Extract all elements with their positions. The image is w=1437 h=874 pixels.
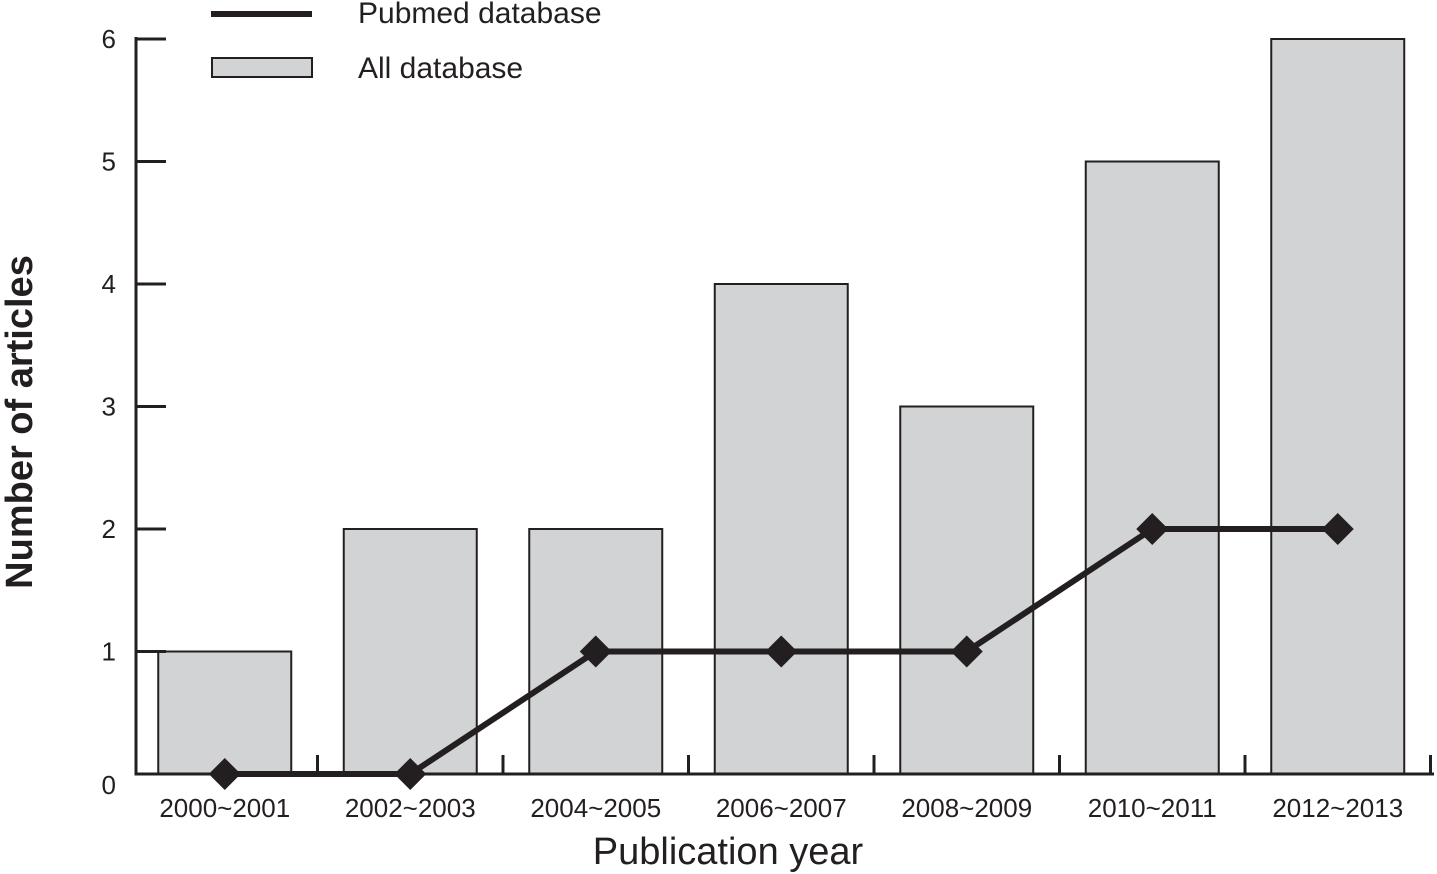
x-tick-label-2004~2005: 2004~2005 (530, 793, 661, 823)
x-ticks: 2000~2001 2002~2003 2004~2005 2006~2007 2008… (159, 755, 1432, 823)
bar-2010~2011 (1084, 160, 1220, 775)
pubmed-point-2012~2013 (1321, 513, 1354, 545)
y-tick-label-0: 0 (102, 770, 116, 800)
legend-swatch-all (211, 57, 313, 78)
x-tick-label-2002~2003: 2002~2003 (345, 793, 476, 823)
y-ticks: 0 1 2 3 4 5 6 (102, 24, 166, 800)
pubmed-point-2006~2007 (765, 635, 798, 668)
pubmed-point-2010~2011 (1136, 513, 1169, 545)
x-tick-label-2000~2001: 2000~2001 (159, 793, 290, 823)
y-tick-label-5: 5 (102, 147, 116, 177)
pubmed-point-2004~2005 (579, 635, 612, 668)
bar-2006~2007 (713, 283, 849, 775)
x-tick-label-2008~2009: 2008~2009 (901, 793, 1032, 823)
y-tick-label-1: 1 (102, 637, 116, 667)
y-tick-label-6: 6 (102, 24, 116, 54)
y-tick-label-2: 2 (102, 514, 116, 544)
x-tick-label-2012~2013: 2012~2013 (1272, 793, 1403, 823)
y-tick-label-3: 3 (102, 392, 116, 422)
x-axis-title: Publication year (593, 831, 864, 873)
bar-2012~2013 (1270, 38, 1406, 775)
pubmed-point-2008~2009 (950, 635, 983, 668)
x-tick-label-2006~2007: 2006~2007 (716, 793, 847, 823)
legend-label-pubmed: Pubmed database (358, 0, 602, 30)
y-tick-label-4: 4 (102, 269, 116, 299)
x-tick-label-2010~2011: 2010~2011 (1088, 793, 1217, 823)
bar-2002~2003 (342, 528, 478, 775)
legend-label-all: All database (358, 52, 523, 85)
y-axis-title: Number of articles (0, 255, 41, 589)
bar-2008~2009 (899, 405, 1035, 775)
legend: Pubmed database All database (211, 0, 602, 85)
bar-2000~2001 (157, 650, 293, 775)
